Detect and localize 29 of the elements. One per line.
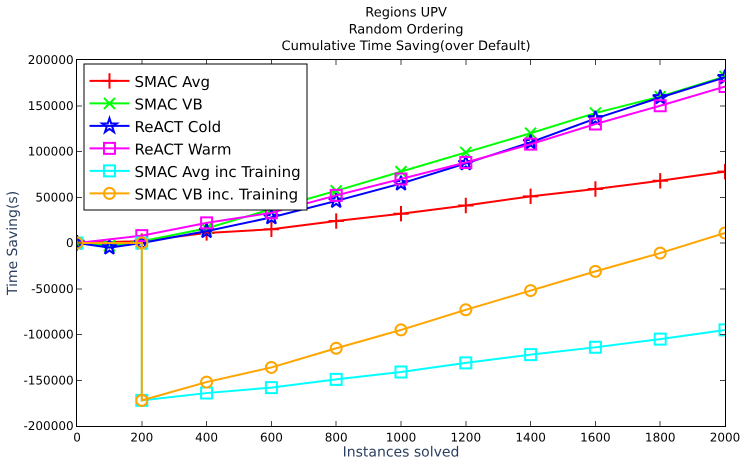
- x-tick-label: 1400: [515, 430, 546, 444]
- y-tick-label: -50000: [31, 282, 74, 296]
- x-tick-label: 2000: [710, 430, 740, 444]
- legend-label: ReACT Cold: [134, 118, 222, 136]
- y-tick-label: 200000: [28, 53, 74, 68]
- legend-label: ReACT Warm: [134, 140, 232, 158]
- legend-label: SMAC Avg inc Training: [134, 162, 301, 181]
- x-tick-label: 400: [195, 430, 218, 444]
- y-tick-label: -100000: [23, 328, 74, 342]
- legend-label: SMAC VB: [134, 95, 203, 114]
- x-tick-label: 1000: [386, 430, 416, 444]
- x-tick-label: 200: [130, 430, 154, 444]
- x-tick-label: 600: [260, 430, 283, 444]
- x-tick-label: 800: [324, 430, 348, 444]
- y-tick-label: 0: [66, 236, 74, 250]
- x-axis-title: Instances solved: [342, 444, 460, 460]
- chart-title: Regions UPV: [365, 5, 448, 20]
- y-axis-title: Time Saving(s): [5, 190, 22, 296]
- y-tick-label: 150000: [28, 98, 74, 113]
- y-tick-label: -200000: [23, 419, 74, 434]
- legend-label: SMAC VB inc. Training: [134, 185, 298, 204]
- y-tick-label: 100000: [28, 144, 74, 159]
- y-tick-label: 50000: [35, 190, 74, 204]
- x-tick-label: 1600: [580, 430, 611, 444]
- y-tick-label: -150000: [23, 373, 74, 388]
- chart-subtitle: Random Ordering Cumulative Time Saving(over Default): [282, 22, 531, 54]
- x-tick-label: 1800: [644, 430, 676, 444]
- legend-label: SMAC Avg: [134, 72, 210, 91]
- x-tick-label: 1200: [450, 430, 482, 444]
